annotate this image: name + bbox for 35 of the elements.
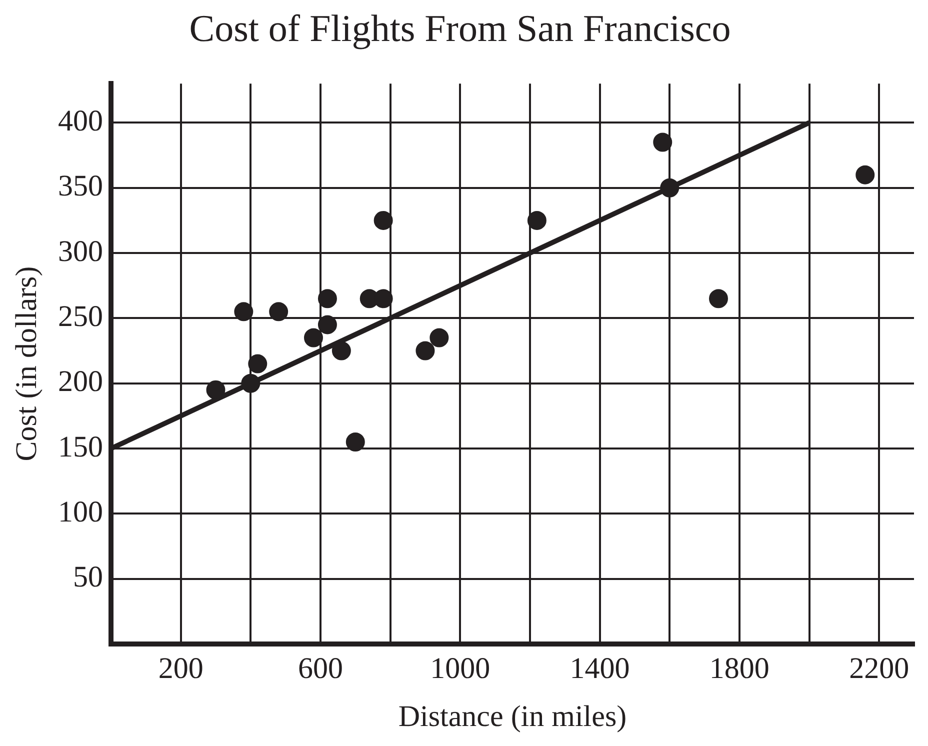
point [708,289,728,308]
x-axis-title: Distance (in miles) [398,700,627,733]
point [430,328,449,348]
y-tick-label: 150 [58,430,103,464]
point [653,132,672,152]
point [856,165,875,184]
y-tick-label: 200 [58,365,103,398]
point [318,315,337,334]
point [241,374,260,393]
point [416,341,435,360]
point [234,302,254,322]
point [527,210,546,230]
x-tick-label: 1800 [709,652,770,685]
x-tick-label: 600 [298,652,343,685]
point [346,432,365,452]
point [206,380,226,400]
y-tick-label: 50 [73,560,103,594]
point [374,210,393,230]
y-tick-label: 100 [58,496,103,529]
point [248,354,268,374]
y-axis-title: Cost (in dollars) [10,266,43,462]
point [660,178,680,198]
y-tick-label: 350 [58,170,103,203]
point [269,302,288,322]
point [332,341,351,360]
x-tick-label: 1400 [570,652,630,685]
point [318,289,337,308]
x-tick-label: 2200 [849,652,910,685]
x-tick-label: 200 [158,652,204,685]
x-tick-label: 1000 [430,652,490,685]
y-tick-label: 400 [58,104,103,138]
point [304,328,323,348]
y-tick-label: 300 [58,234,103,268]
chart-title: Cost of Flights From San Francisco [189,8,731,50]
y-tick-label: 250 [58,300,103,334]
